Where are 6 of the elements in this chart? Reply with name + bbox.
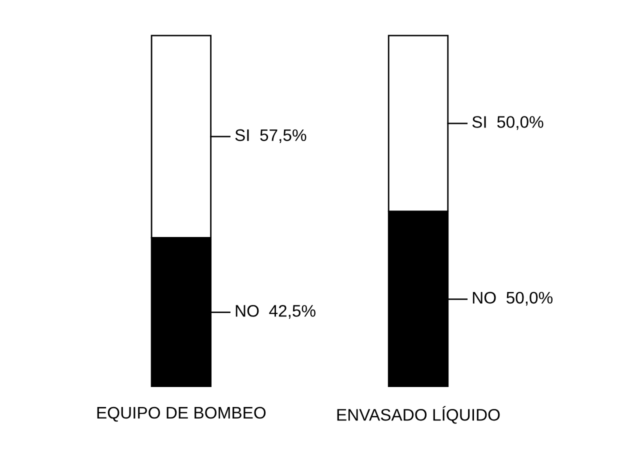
x-tick-label: ENVASADO LÍQUIDO bbox=[337, 406, 500, 424]
data-label: SI 57,5% bbox=[235, 129, 306, 144]
data-label: NO 42,5% bbox=[236, 304, 316, 319]
x-tick-label: EQUIPO DE BOMBEO bbox=[97, 406, 266, 422]
data-label: SI 50,0% bbox=[472, 116, 544, 130]
data-label: NO 50,0% bbox=[472, 292, 553, 306]
